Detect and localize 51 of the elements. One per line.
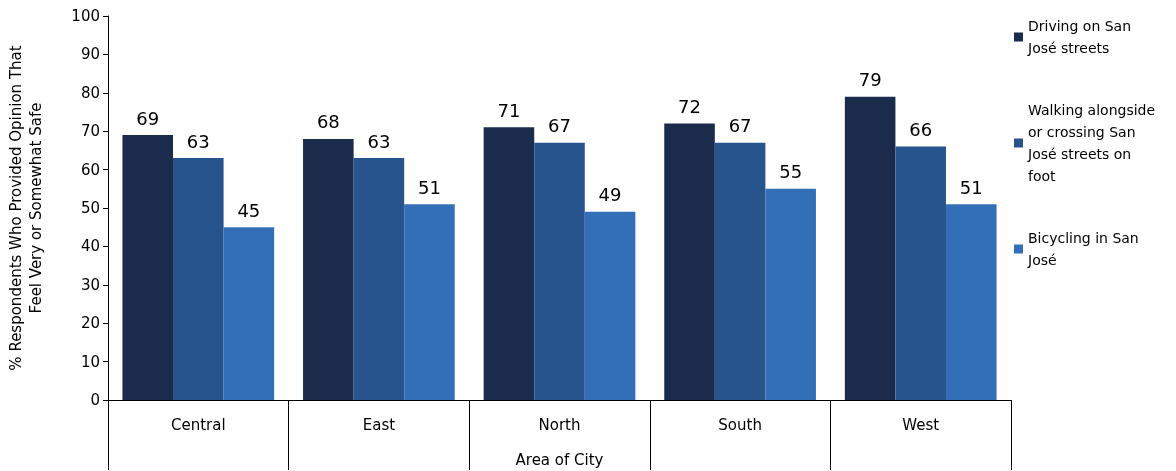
data-label: 63 bbox=[186, 130, 210, 152]
bar bbox=[122, 135, 174, 400]
y-tick-label: 10 bbox=[80, 352, 100, 371]
bar bbox=[353, 158, 405, 400]
data-label: 68 bbox=[316, 111, 340, 133]
y-tick-label: 0 bbox=[90, 391, 100, 409]
x-axis-title: Area of City bbox=[515, 450, 604, 469]
y-tick-label: 30 bbox=[80, 275, 100, 294]
legend-label: Walking alongside or crossing San José streets on foot bbox=[1027, 102, 1160, 184]
bar bbox=[664, 123, 715, 400]
legend-label: Driving on San José streets bbox=[1027, 18, 1136, 56]
y-axis-title: % Respondents Who Provided Opinion That Feel Very or Somewhat Safe bbox=[7, 45, 45, 371]
y-tick-label: 90 bbox=[80, 45, 100, 64]
bar bbox=[945, 204, 997, 400]
data-label: 66 bbox=[909, 119, 933, 141]
bar bbox=[844, 96, 896, 400]
y-tick-label: 70 bbox=[80, 122, 100, 141]
y-tick-label: 80 bbox=[80, 83, 100, 102]
y-tick-label: 40 bbox=[80, 237, 100, 256]
x-tick-label: South bbox=[718, 415, 762, 434]
bar bbox=[173, 158, 224, 400]
bar bbox=[303, 138, 354, 400]
bar bbox=[223, 227, 275, 400]
data-label: 51 bbox=[418, 176, 441, 198]
data-label: 69 bbox=[136, 107, 160, 129]
x-tick-label: West bbox=[902, 415, 940, 434]
data-label: 71 bbox=[497, 99, 521, 121]
legend-label: Bicycling in San José bbox=[1027, 230, 1144, 268]
bar bbox=[404, 204, 455, 400]
data-label: 63 bbox=[367, 130, 391, 152]
data-label: 45 bbox=[237, 199, 261, 221]
y-tick-label: 20 bbox=[80, 314, 100, 333]
x-tick-label: North bbox=[538, 415, 581, 434]
data-label: 72 bbox=[678, 96, 701, 118]
x-tick-label: East bbox=[362, 415, 396, 434]
y-tick-label: 50 bbox=[80, 199, 100, 217]
data-label: 49 bbox=[598, 184, 622, 206]
y-tick-label: 60 bbox=[80, 160, 100, 179]
bar bbox=[483, 127, 535, 400]
bar bbox=[534, 142, 585, 400]
data-label: 51 bbox=[959, 176, 983, 198]
bar bbox=[714, 142, 766, 400]
y-tick-label: 100 bbox=[71, 7, 100, 25]
bar bbox=[895, 146, 946, 400]
bar bbox=[584, 211, 636, 400]
data-label: 67 bbox=[548, 115, 571, 137]
x-tick-label: Central bbox=[170, 415, 226, 434]
bar bbox=[765, 188, 816, 400]
data-label: 79 bbox=[858, 69, 882, 91]
data-label: 67 bbox=[728, 115, 752, 137]
data-label: 55 bbox=[779, 161, 803, 183]
